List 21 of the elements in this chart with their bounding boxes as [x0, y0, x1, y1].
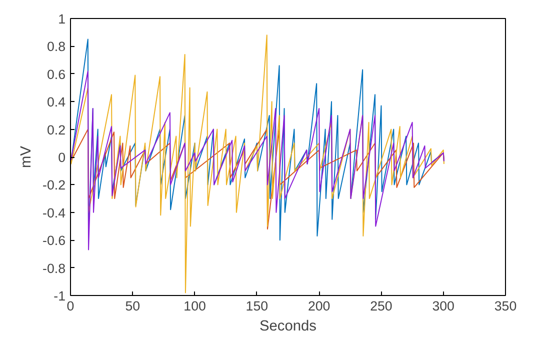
x-tick-label: 50 — [125, 298, 140, 314]
x-tick-label: 300 — [432, 298, 454, 314]
y-tick-label: -0.8 — [42, 260, 66, 276]
y-tick-label: 0 — [58, 150, 66, 165]
y-tick-label: -0.2 — [42, 178, 66, 193]
y-tick-label: -0.6 — [42, 233, 66, 248]
y-tick-label: 0.6 — [46, 66, 66, 82]
y-tick-label: 0.4 — [46, 94, 66, 110]
y-tick-label: 0.8 — [46, 39, 66, 54]
y-tick-label: -0.4 — [42, 205, 66, 220]
y-axis-title: mV — [18, 146, 35, 168]
x-tick-label: 200 — [308, 298, 330, 314]
x-tick-label: 100 — [184, 298, 206, 314]
y-tick-label: 1 — [58, 12, 66, 26]
x-tick-label: 350 — [494, 298, 517, 314]
x-tick-label: 250 — [370, 298, 392, 314]
x-tick-label: 150 — [246, 298, 268, 314]
y-tick-label: -1 — [54, 288, 66, 304]
x-axis-title: Seconds — [259, 318, 317, 334]
line-series — [70, 70, 444, 250]
y-tick-label: 0.2 — [46, 122, 66, 138]
